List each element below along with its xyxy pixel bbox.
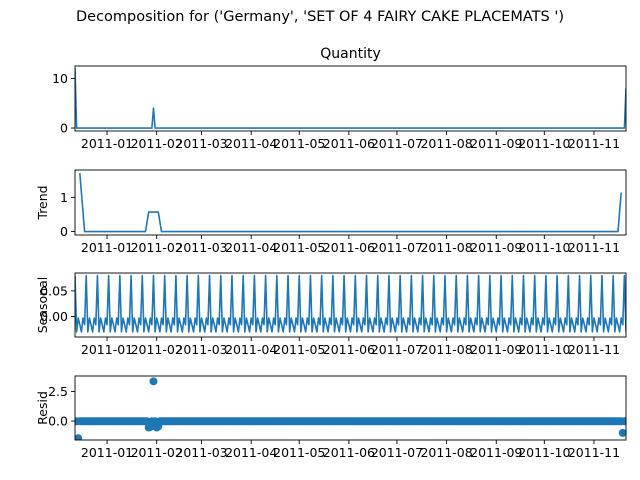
x-tick-label: 2011-05 [273, 342, 325, 357]
resid-point [618, 428, 626, 437]
x-tick-label: 2011-09 [470, 445, 522, 460]
x-tick-label: 2011-07 [371, 136, 423, 151]
y-tick-label: 0 [60, 224, 68, 239]
x-tick-label: 2011-08 [420, 240, 472, 255]
axes-frame [74, 375, 627, 441]
x-tick-label: 2011-03 [175, 136, 227, 151]
series-line [79, 173, 622, 233]
resid-point [75, 434, 83, 440]
y-tick-label: 0.00 [40, 309, 68, 324]
x-tick-label: 2011-06 [323, 342, 375, 357]
series-line [75, 68, 626, 129]
y-tick-label: 0.0 [48, 414, 68, 429]
axes-frame [74, 65, 627, 132]
x-tick-label: 2011-02 [131, 240, 183, 255]
x-tick-label: 2011-01 [81, 445, 133, 460]
y-tick-label: 0 [60, 121, 68, 136]
subplot-title: Quantity [320, 46, 381, 62]
series-line [75, 274, 626, 333]
x-tick-label: 2011-01 [81, 342, 133, 357]
x-tick-label: 2011-09 [470, 136, 522, 151]
axes-frame [74, 272, 627, 338]
y-tick-label: 0.05 [40, 283, 68, 298]
x-tick-label: 2011-07 [371, 342, 423, 357]
x-tick-label: 2011-01 [81, 240, 133, 255]
plot-area [75, 274, 626, 333]
x-tick-label: 2011-05 [273, 445, 325, 460]
x-tick-label: 2011-07 [371, 445, 423, 460]
subplot-1: Quantity0102011-012011-022011-032011-042… [52, 46, 627, 151]
y-axis-label: Seasonal [35, 277, 50, 334]
x-tick-label: 2011-10 [518, 342, 570, 357]
x-tick-label: 2011-10 [518, 240, 570, 255]
x-tick-label: 2011-02 [131, 445, 183, 460]
subplot-2: Trend012011-012011-022011-032011-042011-… [35, 169, 627, 255]
x-tick-label: 2011-03 [175, 445, 227, 460]
x-tick-label: 2011-01 [81, 136, 133, 151]
resid-point [622, 417, 626, 426]
x-tick-label: 2011-03 [175, 240, 227, 255]
x-tick-label: 2011-11 [568, 445, 620, 460]
axes-frame [74, 169, 627, 236]
resid-point [149, 377, 158, 386]
x-tick-label: 2011-04 [225, 445, 277, 460]
x-tick-label: 2011-09 [470, 240, 522, 255]
x-tick-label: 2011-06 [323, 240, 375, 255]
x-tick-label: 2011-06 [323, 445, 375, 460]
figure-suptitle: Decomposition for ('Germany', 'SET OF 4 … [76, 9, 564, 25]
y-axis-label: Trend [35, 185, 50, 220]
y-tick-label: 1 [60, 190, 68, 205]
x-tick-label: 2011-08 [420, 445, 472, 460]
x-tick-label: 2011-11 [568, 136, 620, 151]
x-tick-label: 2011-11 [568, 240, 620, 255]
x-tick-label: 2011-04 [225, 136, 277, 151]
plot-area [79, 173, 622, 233]
x-tick-label: 2011-05 [273, 240, 325, 255]
x-tick-label: 2011-04 [225, 342, 277, 357]
plot-area [75, 68, 626, 129]
y-tick-label: 2.5 [48, 384, 68, 399]
x-tick-label: 2011-04 [225, 240, 277, 255]
y-tick-label: 10 [52, 71, 68, 86]
subplot-3: Seasonal0.000.052011-012011-022011-03201… [35, 272, 627, 357]
x-tick-label: 2011-07 [371, 240, 423, 255]
x-tick-label: 2011-02 [131, 342, 183, 357]
x-tick-label: 2011-08 [420, 342, 472, 357]
plot-area [75, 377, 626, 440]
x-tick-label: 2011-09 [470, 342, 522, 357]
x-tick-label: 2011-10 [518, 445, 570, 460]
subplot-4: Resid0.02.52011-012011-022011-032011-042… [35, 375, 627, 460]
x-tick-label: 2011-10 [518, 136, 570, 151]
y-axis-label: Resid [35, 391, 50, 425]
x-tick-label: 2011-08 [420, 136, 472, 151]
x-tick-label: 2011-11 [568, 342, 620, 357]
x-tick-label: 2011-02 [131, 136, 183, 151]
x-tick-label: 2011-06 [323, 136, 375, 151]
x-tick-label: 2011-05 [273, 136, 325, 151]
x-tick-label: 2011-03 [175, 342, 227, 357]
